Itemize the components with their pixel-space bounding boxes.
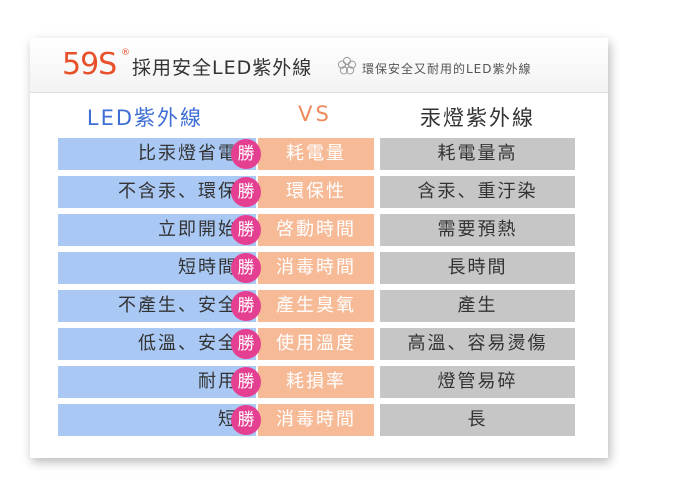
comparison-card: 59S ® 採用安全LED紫外線 環保安全又耐用的LED紫外線 LED紫外線 V… (30, 38, 608, 458)
column-header-mercury: 汞燈紫外線 (420, 106, 535, 130)
table-row: 比汞燈省電 耗電量 勝 耗電量高 (30, 138, 608, 170)
win-badge: 勝 (231, 139, 261, 169)
mercury-cell: 需要預熱 (380, 214, 575, 246)
table-row: 低溫、安全 使用溫度 勝 高溫、容易燙傷 (30, 328, 608, 360)
win-badge: 勝 (231, 291, 261, 321)
table-row: 不含汞、環保 環保性 勝 含汞、重汙染 (30, 176, 608, 208)
column-header-led: LED紫外線 (86, 106, 204, 130)
table-row: 短 消毒時間 勝 長 (30, 404, 608, 436)
mercury-cell: 長 (380, 404, 575, 436)
item-cell: 耗損率 (258, 366, 374, 398)
item-cell: 啓動時間 (258, 214, 374, 246)
table-row: 不產生、安全 產生臭氧 勝 產生 (30, 290, 608, 322)
mercury-cell: 長時間 (380, 252, 575, 284)
led-cell: 短時間 (58, 252, 256, 284)
led-cell: 低溫、安全 (58, 328, 256, 360)
win-badge: 勝 (231, 405, 261, 435)
win-badge: 勝 (231, 215, 261, 245)
column-header-vs: VS (298, 102, 332, 126)
item-cell: 消毒時間 (258, 252, 374, 284)
item-cell: 產生臭氧 (258, 290, 374, 322)
header-subtitle: 環保安全又耐用的LED紫外線 (362, 62, 532, 76)
led-cell: 不含汞、環保 (58, 176, 256, 208)
mercury-cell: 產生 (380, 290, 575, 322)
mercury-cell: 燈管易碎 (380, 366, 575, 398)
item-cell: 耗電量 (258, 138, 374, 170)
win-badge: 勝 (231, 329, 261, 359)
flower-icon (337, 56, 357, 75)
led-cell: 比汞燈省電 (58, 138, 256, 170)
led-cell: 立即開始 (58, 214, 256, 246)
mercury-cell: 耗電量高 (380, 138, 575, 170)
brand-logo: 59S (62, 47, 117, 82)
win-badge: 勝 (231, 253, 261, 283)
item-cell: 環保性 (258, 176, 374, 208)
win-badge: 勝 (231, 367, 261, 397)
table-row: 短時間 消毒時間 勝 長時間 (30, 252, 608, 284)
registered-mark: ® (121, 48, 130, 58)
led-cell: 耐用 (58, 366, 256, 398)
item-cell: 消毒時間 (258, 404, 374, 436)
item-cell: 使用溫度 (258, 328, 374, 360)
header-bar: 59S ® 採用安全LED紫外線 環保安全又耐用的LED紫外線 (30, 38, 608, 93)
header-title: 採用安全LED紫外線 (132, 57, 313, 79)
table-row: 耐用 耗損率 勝 燈管易碎 (30, 366, 608, 398)
led-cell: 短 (58, 404, 256, 436)
table-row: 立即開始 啓動時間 勝 需要預熱 (30, 214, 608, 246)
led-cell: 不產生、安全 (58, 290, 256, 322)
mercury-cell: 含汞、重汙染 (380, 176, 575, 208)
mercury-cell: 高溫、容易燙傷 (380, 328, 575, 360)
win-badge: 勝 (231, 177, 261, 207)
